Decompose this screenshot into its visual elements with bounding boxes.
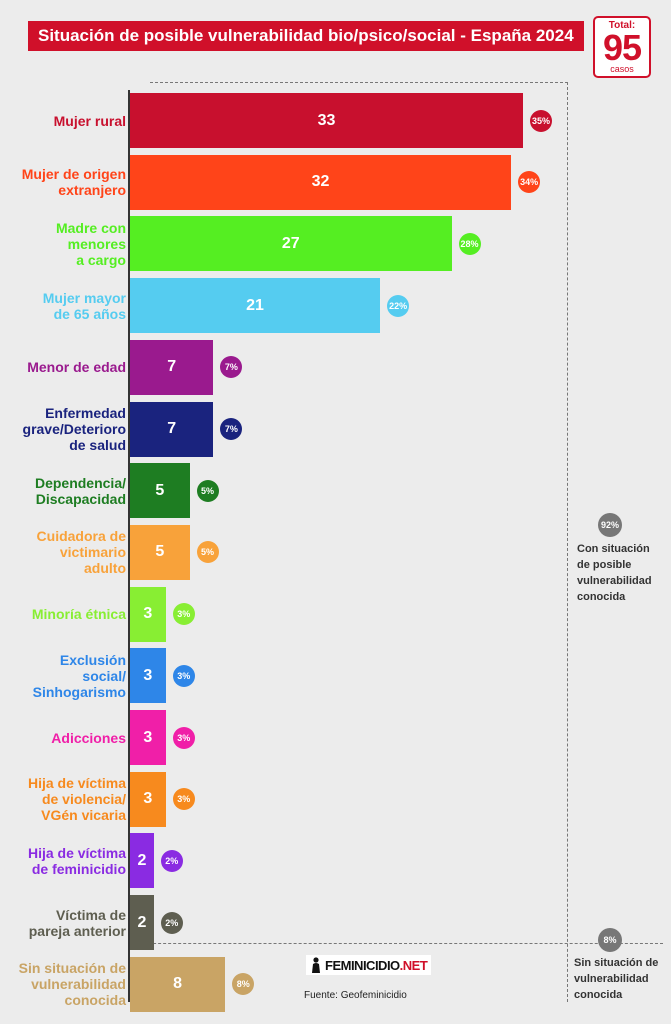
percent-badge: 3% xyxy=(172,788,195,811)
percent-badge: 35% xyxy=(530,109,552,132)
logo-text: FEMINICIDIO.NET xyxy=(325,957,428,973)
bar-value-label: 7 xyxy=(167,358,177,376)
total-badge: Total: 95 casos xyxy=(593,16,651,78)
category-label: Víctima de pareja anterior xyxy=(28,906,126,939)
known-pct-badge: 92% xyxy=(598,513,622,537)
bar xyxy=(130,833,154,889)
percent-badge: 28% xyxy=(458,232,481,255)
category-label: Minoría étnica xyxy=(31,606,126,623)
percent-badge: 3% xyxy=(172,726,195,749)
category-label: Adicciones xyxy=(51,729,126,746)
bar xyxy=(130,339,214,395)
percent-badge: 2% xyxy=(160,849,183,872)
total-unit: casos xyxy=(610,64,634,74)
bar-value-label: 3 xyxy=(143,790,153,808)
category-label: Menor de edad xyxy=(27,359,126,376)
bar-value-label: 5 xyxy=(155,481,165,499)
source-note: Fuente: Geofeminicidio xyxy=(304,990,407,1001)
category-label: Cuidadora de victimario adulto xyxy=(36,528,126,577)
bar xyxy=(130,648,166,704)
bar xyxy=(130,401,214,457)
category-label: Exclusión social/Sinhogarismo xyxy=(32,651,126,700)
axis-line xyxy=(128,90,130,1002)
frame-top-dashed xyxy=(150,82,568,83)
percent-badge: 3% xyxy=(172,664,195,687)
bar-value-label: 7 xyxy=(167,420,177,437)
category-label: Sin situación de vulnerabilidad conocida xyxy=(18,960,126,1009)
bar-value-label: 8 xyxy=(173,975,183,993)
percent-badge: 5% xyxy=(196,541,219,564)
bar xyxy=(130,771,166,827)
category-label: Hija de víctima de violencia/VGén vicaria xyxy=(27,775,126,824)
bar-value-label: 5 xyxy=(155,543,165,561)
group-separator xyxy=(128,943,663,944)
category-label: Mujer rural xyxy=(53,112,126,129)
bar-value-label: 3 xyxy=(143,605,153,623)
frame-right-dashed xyxy=(567,82,568,1002)
bar xyxy=(130,154,512,210)
category-label: Madre con menores a cargo xyxy=(55,219,126,268)
bar xyxy=(130,216,452,272)
percent-badge: 34% xyxy=(518,171,541,194)
bar xyxy=(130,710,166,765)
category-label: Mujer de origen extranjero xyxy=(21,166,126,199)
bar xyxy=(130,895,154,951)
bar xyxy=(130,956,226,1012)
silhouette-icon xyxy=(310,957,322,973)
bar-value-label: 3 xyxy=(143,728,153,746)
feminicidio-logo: FEMINICIDIO.NET xyxy=(306,955,432,975)
category-label: Dependencia/Discapacidad xyxy=(34,474,126,507)
bar-value-label: 32 xyxy=(311,173,330,191)
bar-value-label: 2 xyxy=(137,913,147,931)
known-group-label: Con situación de posible vulnerabilidad con… xyxy=(577,543,652,603)
total-label: Total: xyxy=(608,20,636,31)
unknown-group-label: Sin situación de vulnerabilidad conocida xyxy=(574,957,659,1001)
percent-badge: 8% xyxy=(232,973,255,996)
bar-value-label: 2 xyxy=(137,851,147,869)
category-label: Mujer mayor de 65 años xyxy=(42,289,126,322)
percent-badge: 3% xyxy=(172,603,195,626)
bar-value-label: 3 xyxy=(143,666,153,684)
bar-value-label: 33 xyxy=(317,111,336,129)
chart-title: Situación de posible vulnerabilidad bio/… xyxy=(28,21,584,51)
percent-badge: 2% xyxy=(160,911,183,934)
category-label: Hija de víctima de feminicidio xyxy=(27,844,126,877)
bar xyxy=(130,93,523,148)
unknown-pct-badge: 8% xyxy=(598,928,622,952)
total-value: 95 xyxy=(602,27,642,68)
percent-badge: 7% xyxy=(220,356,243,379)
category-label: Enfermedad grave/Deterioro de salud xyxy=(22,405,126,453)
bar-value-label: 21 xyxy=(246,296,264,314)
bar xyxy=(130,524,190,580)
bar-value-label: 27 xyxy=(281,234,300,252)
bar xyxy=(130,463,190,519)
bar xyxy=(130,278,381,334)
percent-badge: 5% xyxy=(196,479,219,502)
percent-badge: 7% xyxy=(220,418,243,440)
percent-badge: 22% xyxy=(387,294,410,317)
bar xyxy=(130,586,166,642)
